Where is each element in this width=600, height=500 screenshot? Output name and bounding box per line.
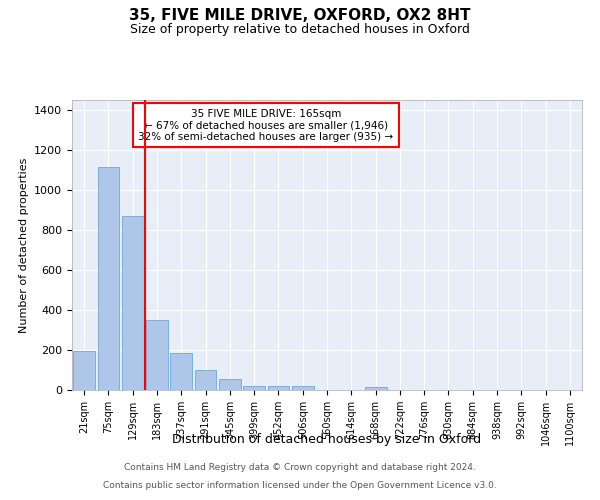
Bar — [292, 386, 314, 390]
Text: Distribution of detached houses by size in Oxford: Distribution of detached houses by size … — [172, 432, 482, 446]
Bar — [219, 378, 241, 390]
Y-axis label: Number of detached properties: Number of detached properties — [19, 158, 29, 332]
Bar — [268, 386, 289, 390]
Bar — [122, 216, 143, 390]
Bar — [146, 320, 168, 390]
Bar — [243, 386, 265, 390]
Text: Contains HM Land Registry data © Crown copyright and database right 2024.: Contains HM Land Registry data © Crown c… — [124, 464, 476, 472]
Bar — [194, 370, 217, 390]
Text: 35, FIVE MILE DRIVE, OXFORD, OX2 8HT: 35, FIVE MILE DRIVE, OXFORD, OX2 8HT — [129, 8, 471, 22]
Bar — [170, 354, 192, 390]
Text: 35 FIVE MILE DRIVE: 165sqm
← 67% of detached houses are smaller (1,946)
32% of s: 35 FIVE MILE DRIVE: 165sqm ← 67% of deta… — [138, 108, 394, 142]
Text: Contains public sector information licensed under the Open Government Licence v3: Contains public sector information licen… — [103, 481, 497, 490]
Bar — [365, 388, 386, 390]
Text: Size of property relative to detached houses in Oxford: Size of property relative to detached ho… — [130, 22, 470, 36]
Bar — [73, 350, 95, 390]
Bar — [97, 168, 119, 390]
